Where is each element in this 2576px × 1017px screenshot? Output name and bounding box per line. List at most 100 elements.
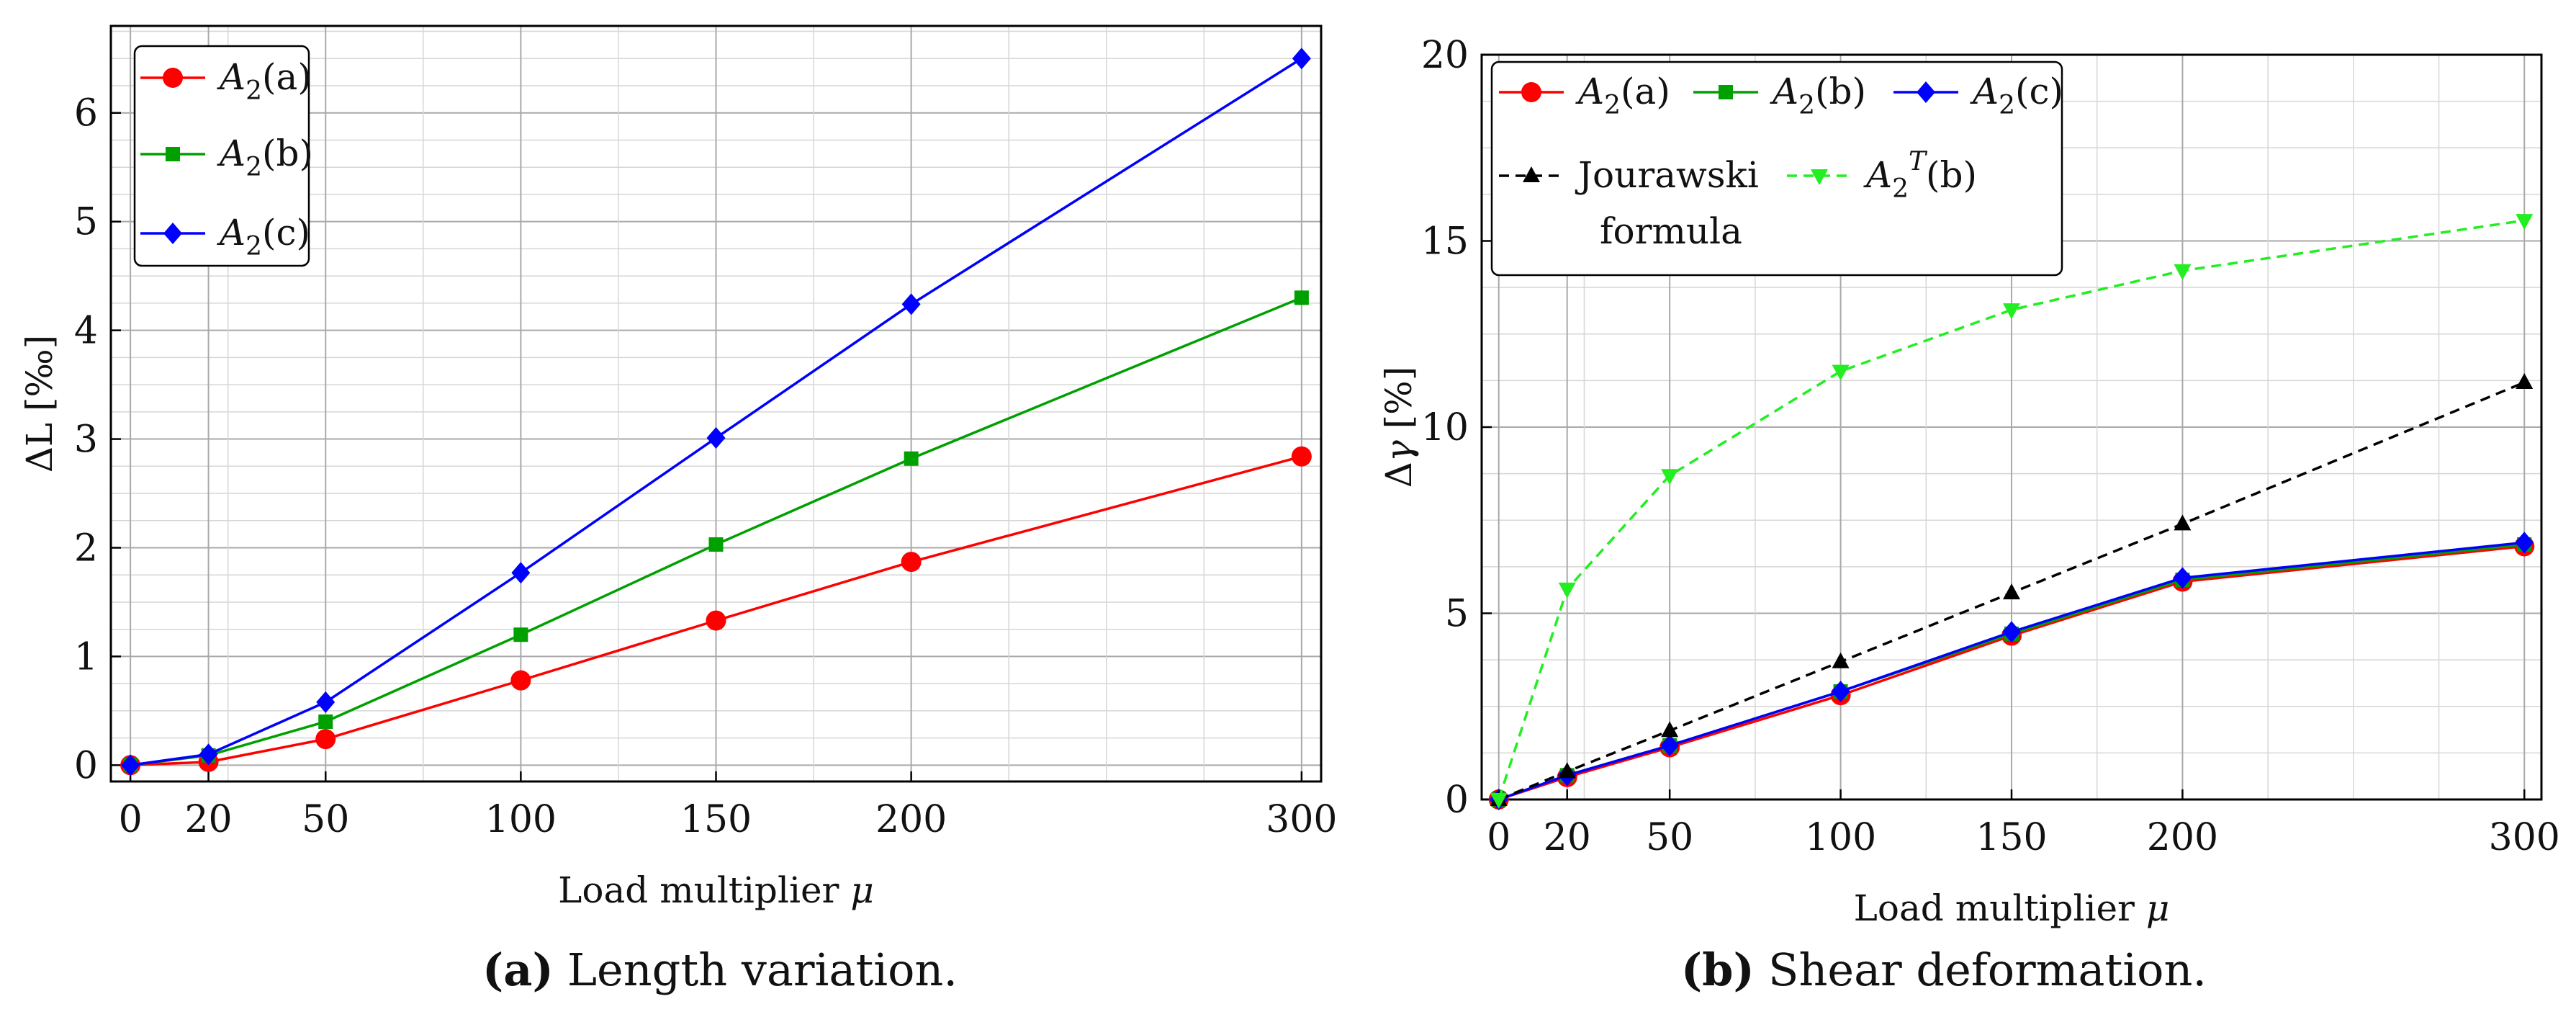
data-point-A2(c)-200: [2173, 567, 2192, 589]
data-point-A2T(b)-150: [2003, 303, 2020, 320]
data-point-A2(c)-300: [2515, 532, 2534, 554]
series-Jourawski formula: [1490, 372, 2534, 806]
legend-label: A2T(b): [1863, 147, 1977, 204]
data-point-A2(c)-20: [199, 743, 218, 766]
data-point-A2T(b)-0: [1490, 793, 1508, 809]
y-tick-label: 1: [74, 635, 98, 678]
y-tick-label: 6: [74, 92, 98, 135]
x-tick-label: 0: [1487, 816, 1510, 859]
legend-marker: [163, 223, 182, 244]
legend: A2(a) A2(b) A2(c) Jourawski formula A2T(b): [1490, 61, 2063, 277]
legend-marker: [1811, 169, 1828, 185]
x-tick-label: 150: [680, 798, 752, 841]
y-tick-label: 4: [74, 310, 98, 353]
legend: A2(a) A2(b) A2(c): [133, 45, 313, 267]
y-tick-label: 5: [74, 201, 98, 244]
y-tick-label: 15: [1421, 220, 1469, 264]
data-point-Jourawski formula-50: [1661, 721, 1679, 738]
data-point-A2(c)-200: [901, 293, 921, 315]
x-axis-title: Load multiplier μ: [1854, 887, 2170, 929]
chart-shear-deformation: 0 20 50 100 150 200 300 0 5 10 15 20 Load multiplier…: [1378, 34, 2560, 929]
data-point-A2(a)-300: [1291, 446, 1312, 467]
data-point-A2(c)-150: [2002, 621, 2021, 643]
legend-entry-A2(b): A2(b): [140, 133, 313, 182]
data-point-A2(c)-50: [1660, 735, 1680, 757]
legend-entry-Jourawski formula: Jourawski formula: [1499, 154, 1759, 252]
data-point-A2T(b)-300: [2516, 214, 2534, 230]
legend-marker: [163, 68, 183, 88]
caption-a-tag: (a): [482, 944, 554, 996]
data-point-A2(c)-0: [121, 754, 140, 776]
data-point-A2(c)-50: [316, 691, 335, 713]
legend-marker: [1719, 85, 1733, 99]
data-point-A2(b)-150: [708, 537, 724, 552]
data-point-A2(a)-100: [510, 670, 531, 691]
legend-marker: [1523, 166, 1540, 182]
data-point-A2(c)-150: [706, 427, 726, 449]
legend-entry-A2(a): A2(a): [140, 56, 312, 106]
y-axis-title: ΔL [‰]: [19, 335, 60, 472]
legend-label: A2(a): [1575, 71, 1670, 120]
y-tick-label: 2: [74, 527, 98, 570]
y-tick-label: 5: [1445, 593, 1469, 636]
data-point-A2(c)-100: [511, 562, 531, 584]
legend-box: [133, 45, 310, 267]
caption-b-text: Shear deformation.: [1768, 944, 2207, 996]
legend-entry-A2T(b): A2T(b): [1787, 147, 1977, 204]
legend-entry-A2(c): A2(c): [140, 212, 310, 261]
data-point-A2(a)-50: [315, 729, 336, 750]
caption-b: (b) Shear deformation.: [1681, 944, 2207, 996]
y-tick-label: 0: [74, 744, 98, 787]
x-tick-label: 0: [119, 798, 143, 841]
legend-box: [1490, 61, 2063, 277]
legend-label: A2(a): [217, 56, 312, 106]
data-point-Jourawski formula-100: [1832, 652, 1850, 668]
data-point-A2(b)-50: [318, 714, 333, 729]
caption-a-text: Length variation.: [567, 944, 958, 996]
data-point-Jourawski formula-20: [1558, 762, 1576, 779]
x-tick-label: 50: [302, 798, 349, 841]
data-point-A2T(b)-100: [1832, 364, 1850, 381]
x-tick-label: 100: [485, 798, 557, 841]
legend-label: A2(b): [217, 133, 313, 182]
x-tick-label: 20: [1544, 816, 1591, 859]
caption-b-tag: (b): [1681, 944, 1755, 996]
y-tick-label: 0: [1445, 779, 1469, 822]
data-point-A2T(b)-200: [2174, 264, 2192, 280]
legend-entry-A2(b): A2(b): [1693, 71, 1866, 120]
data-point-A2T(b)-20: [1558, 582, 1576, 599]
data-point-A2T(b)-50: [1661, 469, 1679, 485]
legend-marker: [166, 147, 180, 161]
data-point-A2(a)-200: [901, 552, 922, 573]
legend-label: A2(c): [217, 212, 310, 261]
legend-label: Jourawski formula: [1575, 154, 1759, 252]
y-tick-label: 20: [1421, 34, 1469, 77]
legend-marker: [1521, 82, 1541, 102]
x-tick-label: 200: [2147, 816, 2218, 859]
x-tick-label: 20: [184, 798, 232, 841]
y-tick-label: 3: [74, 418, 98, 462]
chart-length-variation: 0 20 50 100 150 200 300 0 1 2 3 4 5 6 Load multiplier …: [19, 24, 1338, 911]
series-A2T(b): [1490, 214, 2534, 809]
legend-entry-A2(c): A2(c): [1893, 71, 2063, 120]
legend-entry-A2(a): A2(a): [1499, 71, 1670, 120]
data-point-Jourawski formula-300: [2516, 372, 2534, 389]
data-point-A2(c)-300: [1292, 48, 1311, 70]
data-point-Jourawski formula-200: [2174, 514, 2192, 531]
y-axis-title: Δγ [%]: [1378, 367, 1420, 488]
y-tick-label: 10: [1421, 406, 1469, 449]
x-tick-label: 300: [1266, 798, 1337, 841]
data-point-A2(a)-150: [706, 610, 726, 631]
data-point-Jourawski formula-150: [2003, 583, 2020, 600]
data-point-A2(b)-200: [904, 451, 919, 466]
legend-marker: [1917, 81, 1935, 103]
x-axis-title: Load multiplier μ: [558, 869, 874, 911]
x-tick-label: 300: [2489, 816, 2560, 859]
x-tick-label: 50: [1646, 816, 1693, 859]
data-point-A2(c)-100: [1831, 681, 1850, 703]
legend-label: A2(b): [1770, 71, 1866, 120]
series-A2(c): [121, 48, 1311, 776]
legend-label: A2(c): [1970, 71, 2063, 120]
x-tick-label: 150: [1976, 816, 2047, 859]
